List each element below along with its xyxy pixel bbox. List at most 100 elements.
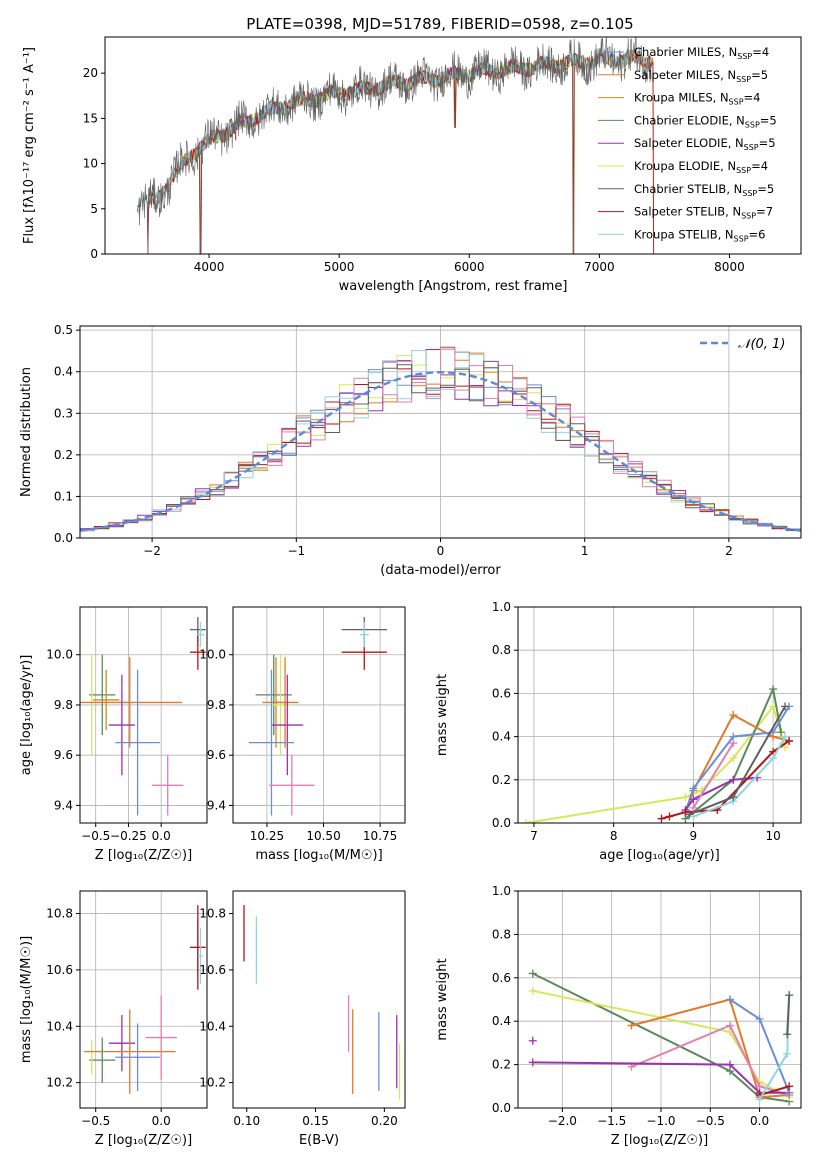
x-tick-label: 0.0 — [152, 1114, 171, 1128]
y-tick-label: 0.6 — [492, 971, 511, 985]
plot-area — [80, 346, 801, 532]
x-axis-label: wavelength [Angstrom, rest frame] — [339, 279, 568, 294]
data-point — [189, 634, 206, 670]
histogram-step — [80, 348, 801, 532]
x-tick-label: 7000 — [584, 260, 615, 274]
age-vs-mass-panel: 10.25 10.50 10.75 9.4 9.6 9.8 10.0 mass [log₁₀(… — [199, 606, 406, 863]
data-point — [108, 674, 135, 776]
series-line — [693, 736, 786, 818]
y-axis-label: mass [log₁₀(M/M☉)] — [19, 936, 34, 1063]
y-tick-label: 20 — [83, 66, 98, 80]
plot-area — [521, 685, 794, 823]
y-tick-label: 9.8 — [207, 698, 226, 712]
x-tick-label: −0.25 — [110, 829, 147, 843]
x-tick-label: 9 — [690, 829, 698, 843]
y-tick-label: 5 — [90, 202, 98, 216]
y-tick-label: 9.6 — [207, 748, 226, 762]
data-point — [152, 755, 184, 816]
series-marker — [781, 732, 790, 741]
x-tick-label: 0.10 — [233, 1114, 260, 1128]
data-point — [80, 657, 183, 748]
plot-area — [248, 617, 387, 816]
series-marker — [689, 795, 698, 804]
series-marker — [657, 814, 666, 823]
series-marker — [528, 969, 537, 978]
data-point — [269, 755, 315, 816]
data-point — [89, 1037, 116, 1083]
y-axis-label: Flux [fλ10⁻¹⁷ erg cm⁻² s⁻¹ A⁻¹] — [22, 47, 37, 244]
y-tick-label: 15 — [83, 111, 98, 125]
series-marker — [528, 1036, 537, 1045]
y-tick-label: 10.8 — [46, 907, 73, 921]
legend-entry: Kroupa STELIB, NSSP=6 — [634, 227, 765, 243]
series-line — [631, 998, 790, 1099]
x-tick-label: 7 — [530, 829, 538, 843]
series — [689, 732, 790, 821]
x-tick-label: 5000 — [324, 260, 355, 274]
series-marker — [769, 685, 778, 694]
x-axis-label: E(B-V) — [299, 1133, 339, 1148]
data-point — [93, 669, 120, 731]
x-tick-label: 10.25 — [250, 829, 284, 843]
series-marker — [755, 1015, 764, 1024]
massweight-vs-age-panel: 7 8 9 10 0.0 0.2 0.4 0.6 0.8 1.0 age [log₁₀(age/yr… — [435, 600, 802, 863]
series-marker — [685, 810, 694, 819]
series-marker — [627, 1021, 636, 1030]
series-marker — [769, 754, 778, 763]
x-tick-label: 8000 — [714, 260, 745, 274]
mass-vs-metallicity-panel: −0.5 0.0 10.2 10.4 10.6 10.8 Z [log₁₀(Z/Z☉)] ma… — [19, 890, 208, 1148]
series-marker — [665, 812, 674, 821]
series-line — [786, 995, 791, 1035]
data-point — [271, 674, 304, 776]
series-line — [532, 1061, 790, 1094]
y-tick-label: 10.2 — [199, 1076, 226, 1090]
observed-spectrum — [137, 37, 652, 254]
x-axis-label: (data-model)/error — [380, 563, 501, 578]
series-marker — [785, 1082, 794, 1091]
y-tick-label: 0.5 — [54, 323, 73, 337]
y-tick-label: 1.0 — [492, 884, 511, 898]
x-axis-label: Z [log₁₀(Z/Z☉)] — [95, 848, 192, 863]
series — [685, 702, 790, 819]
y-tick-label: 10 — [83, 157, 98, 171]
y-tick-label: 10.4 — [199, 1019, 226, 1033]
y-tick-label: 0.2 — [492, 1058, 511, 1072]
series-line — [759, 1085, 790, 1096]
y-tick-label: 0 — [90, 247, 98, 261]
y-tick-label: 10.0 — [46, 648, 73, 662]
axes-frame — [232, 606, 406, 824]
series — [657, 736, 794, 823]
data-point — [271, 654, 290, 756]
data-point — [115, 1023, 160, 1092]
data-point — [108, 1015, 135, 1072]
x-axis-label: Z [log₁₀(Z/Z☉)] — [95, 1133, 192, 1148]
y-tick-label: 0.0 — [492, 1101, 511, 1115]
axes-frame — [79, 325, 802, 539]
data-point — [89, 654, 116, 736]
y-tick-label: 9.4 — [54, 798, 73, 812]
plot-area — [243, 905, 401, 1100]
x-tick-label: 0 — [437, 544, 445, 558]
series-marker — [729, 711, 738, 719]
y-tick-label: 10.8 — [199, 907, 226, 921]
y-axis-label: Normed distribution — [19, 367, 34, 497]
legend: Chabrier MILES, NSSP=4 Salpeter MILES, NS… — [598, 45, 777, 243]
x-tick-label: −1.0 — [646, 1114, 675, 1128]
x-tick-label: −2 — [143, 544, 161, 558]
x-tick-label: −1.5 — [597, 1114, 626, 1128]
series — [681, 773, 762, 815]
series-line — [525, 704, 787, 823]
residual-histogram-panel: −2 −1 0 1 2 0.0 0.1 0.2 0.3 0.4 0.5 (data-model)/er… — [19, 323, 802, 578]
series-marker — [729, 739, 738, 748]
y-tick-label: 0.2 — [54, 448, 73, 462]
y-tick-label: 10.0 — [199, 648, 226, 662]
series-marker — [726, 1021, 735, 1030]
figure-title: PLATE=0398, MJD=51789, FIBERID=0598, z=0… — [246, 15, 633, 33]
legend-entry: Kroupa ELODIE, NSSP=4 — [634, 159, 768, 175]
data-point — [255, 654, 292, 736]
normal-curve — [80, 370, 801, 532]
axes-frame — [79, 606, 208, 824]
data-point — [189, 905, 206, 990]
data-point — [196, 622, 205, 648]
